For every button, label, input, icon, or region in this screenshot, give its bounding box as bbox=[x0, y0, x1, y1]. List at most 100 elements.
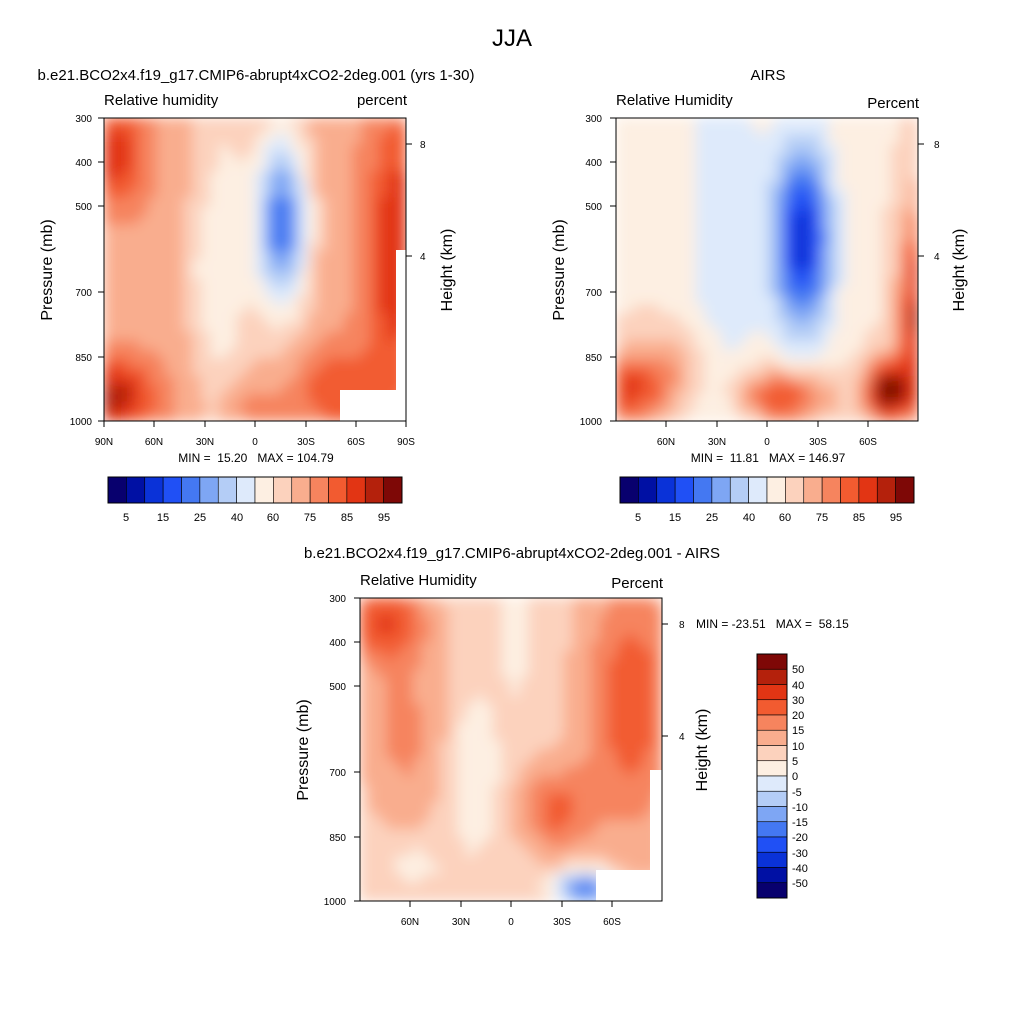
contour-cell bbox=[890, 340, 901, 351]
contour-cell bbox=[590, 740, 601, 750]
contour-cell bbox=[855, 304, 866, 315]
contour-cell bbox=[378, 349, 389, 360]
contour-cell bbox=[599, 695, 610, 706]
contour-cell bbox=[147, 269, 158, 279]
contour-cell bbox=[757, 162, 768, 172]
contour-cell bbox=[634, 829, 645, 840]
contour-cell bbox=[837, 304, 848, 315]
contour-cell bbox=[139, 260, 149, 270]
contour-cell bbox=[183, 295, 194, 306]
contour-cell bbox=[616, 188, 626, 199]
contour-cell bbox=[881, 233, 892, 244]
contour-cell bbox=[608, 802, 619, 813]
contour-cell bbox=[387, 277, 398, 288]
contour-cell bbox=[819, 286, 830, 297]
contour-cell bbox=[121, 135, 132, 146]
contour-cell bbox=[819, 349, 830, 360]
contour-cell bbox=[739, 153, 750, 164]
contour-cell bbox=[739, 411, 750, 421]
contour-cell bbox=[474, 873, 485, 884]
contour-cell bbox=[412, 855, 423, 866]
contour-cell bbox=[236, 197, 247, 208]
contour-cell bbox=[165, 277, 176, 288]
contour-cell bbox=[730, 215, 741, 226]
contour-cell bbox=[218, 384, 229, 395]
contour-cell bbox=[421, 757, 432, 768]
contour-cell bbox=[748, 197, 759, 208]
contour-cell bbox=[739, 340, 750, 351]
contour-cell bbox=[352, 277, 363, 288]
contour-cell bbox=[599, 677, 610, 688]
contour-cell bbox=[386, 864, 397, 875]
contour-cell bbox=[722, 277, 732, 288]
contour-cell bbox=[378, 358, 389, 369]
contour-cell bbox=[695, 251, 706, 262]
contour-cell bbox=[210, 215, 220, 226]
contour-cell bbox=[325, 251, 336, 262]
contour-cell bbox=[864, 384, 875, 395]
contour-cell bbox=[201, 233, 212, 244]
contour-cell bbox=[263, 349, 274, 360]
contour-cell bbox=[625, 847, 636, 857]
contour-cell bbox=[828, 277, 839, 288]
contour-cell bbox=[730, 118, 741, 128]
contour-cell bbox=[457, 829, 468, 840]
contour-cell bbox=[448, 731, 459, 742]
contour-cell bbox=[236, 251, 247, 262]
contour-cell bbox=[855, 251, 866, 262]
contour-cell bbox=[704, 118, 715, 128]
contour-cell bbox=[210, 269, 220, 279]
contour-cell bbox=[387, 118, 398, 128]
contour-cell bbox=[748, 260, 759, 270]
contour-cell bbox=[546, 793, 556, 804]
contour-cell bbox=[572, 811, 583, 822]
contour-cell bbox=[307, 170, 318, 181]
contour-cell bbox=[201, 144, 212, 155]
contour-cell bbox=[819, 144, 830, 155]
contour-cell bbox=[642, 277, 653, 288]
contour-cell bbox=[634, 686, 645, 697]
contour-cell bbox=[421, 775, 432, 786]
contour-cell bbox=[668, 233, 679, 244]
contour-cell bbox=[704, 358, 715, 369]
contour-cell bbox=[677, 402, 688, 413]
contour-cell bbox=[272, 393, 283, 404]
contour-cell bbox=[810, 384, 821, 395]
contour-cell bbox=[617, 668, 627, 679]
contour-cell bbox=[908, 251, 918, 262]
contour-cell bbox=[457, 757, 468, 768]
contour-cell bbox=[192, 144, 203, 155]
contour-cell bbox=[352, 286, 363, 297]
contour-cell bbox=[572, 686, 583, 697]
contour-cell bbox=[147, 162, 158, 172]
contour-cell bbox=[412, 811, 423, 822]
contour-cell bbox=[457, 704, 468, 715]
contour-cell bbox=[448, 891, 459, 901]
contour-cell bbox=[608, 838, 619, 849]
contour-cell bbox=[643, 775, 654, 786]
contour-cell bbox=[466, 650, 476, 661]
contour-cell bbox=[156, 340, 167, 351]
contour-cell bbox=[352, 215, 363, 226]
contour-cell bbox=[572, 820, 583, 831]
contour-cell bbox=[890, 233, 901, 244]
contour-cell bbox=[739, 295, 750, 306]
contour-cell bbox=[139, 153, 149, 164]
contour-cell bbox=[227, 304, 238, 315]
contour-cell bbox=[201, 331, 212, 342]
contour-cell bbox=[617, 624, 627, 635]
contour-cell bbox=[307, 295, 318, 306]
contour-cell bbox=[510, 677, 521, 688]
contour-cell bbox=[617, 784, 627, 795]
contour-cell bbox=[713, 393, 724, 404]
contour-cell bbox=[837, 197, 848, 208]
contour-cell bbox=[474, 668, 485, 679]
contour-cell bbox=[828, 118, 839, 128]
contour-cell bbox=[474, 740, 485, 750]
contour-cell bbox=[651, 349, 661, 360]
contour-cell bbox=[855, 153, 866, 164]
contour-cell bbox=[668, 411, 679, 421]
contour-cell bbox=[352, 135, 363, 146]
contour-cell bbox=[210, 340, 220, 351]
contour-cell bbox=[316, 126, 327, 137]
